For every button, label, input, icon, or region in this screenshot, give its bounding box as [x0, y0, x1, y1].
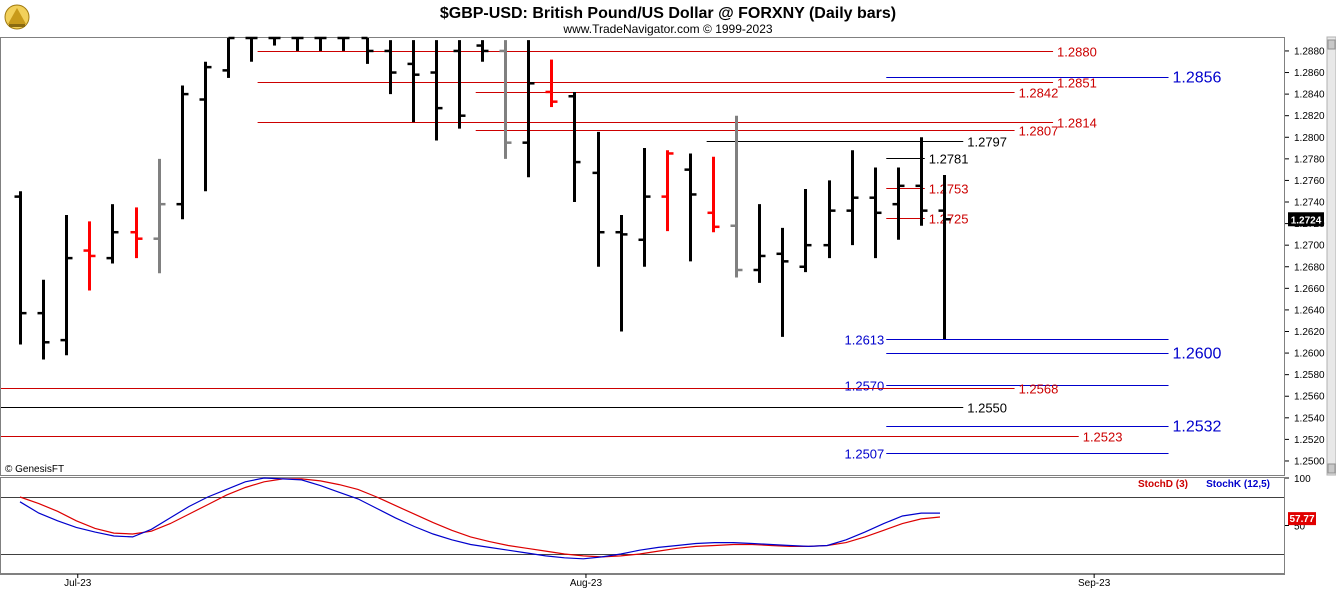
stoch-k-legend: StochK (12,5) — [1206, 479, 1270, 490]
level-label-15: 1.2532 — [1173, 419, 1222, 436]
price-tick-label-12: 1.2640 — [1294, 305, 1325, 316]
time-tick-label-2: Sep-23 — [1078, 578, 1111, 589]
price-tick-label-4: 1.2800 — [1294, 133, 1325, 144]
price-tick-label-2: 1.2840 — [1294, 90, 1325, 101]
price-tick-label-0: 1.2880 — [1294, 46, 1325, 57]
stoch-tick-label-0: 100 — [1294, 474, 1311, 485]
time-axis: Jul-23 Aug-23 Sep-23 — [64, 574, 1111, 589]
level-label-2: 1.2851 — [1057, 76, 1097, 91]
stochastic-indicator: 100 50 — [1, 474, 1311, 560]
stoch-last-value-badge: 57.77 — [1288, 512, 1316, 526]
level-label-7: 1.2781 — [929, 152, 969, 167]
level-label-5: 1.2807 — [1019, 124, 1059, 139]
stoch-d-legend: StochD (3) — [1138, 479, 1188, 490]
copyright-label: © GenesisFT — [5, 464, 64, 475]
price-tick-label-14: 1.2600 — [1294, 349, 1325, 360]
level-label-8: 1.2753 — [929, 182, 969, 197]
price-tick-label-9: 1.2700 — [1294, 241, 1325, 252]
level-label-17: 1.2507 — [845, 447, 885, 462]
level-label-0: 1.2880 — [1057, 45, 1097, 60]
time-tick-label-0: Jul-23 — [64, 578, 92, 589]
level-label-13: 1.2568 — [1019, 382, 1059, 397]
price-bars — [14, 36, 951, 360]
price-tick-label-7: 1.2740 — [1294, 198, 1325, 209]
stoch-last-value: 57.77 — [1289, 514, 1314, 525]
level-label-10: 1.2613 — [845, 333, 885, 348]
price-scrollbar-track[interactable] — [1326, 36, 1336, 476]
stochastic-panel-frame — [0, 477, 1285, 574]
chart-title: $GBP-USD: British Pound/US Dollar @ FORX… — [440, 5, 896, 22]
last-price-badge: 1.2724 — [1288, 212, 1324, 227]
price-tick-label-5: 1.2780 — [1294, 154, 1325, 165]
level-label-3: 1.2842 — [1019, 86, 1059, 101]
price-tick-label-15: 1.2580 — [1294, 370, 1325, 381]
scroll-down-button[interactable] — [1327, 463, 1336, 474]
price-tick-label-11: 1.2660 — [1294, 284, 1325, 295]
price-panel-frame — [0, 37, 1285, 476]
level-label-14: 1.2550 — [967, 401, 1007, 416]
price-tick-label-19: 1.2500 — [1294, 456, 1325, 467]
logo-icon — [4, 4, 30, 30]
price-tick-label-16: 1.2560 — [1294, 392, 1325, 403]
stoch-k-line — [19, 477, 940, 560]
price-scrollbar[interactable] — [1326, 36, 1336, 476]
price-tick-label-6: 1.2760 — [1294, 176, 1325, 187]
last-price-label: 1.2724 — [1291, 215, 1322, 226]
level-label-6: 1.2797 — [967, 135, 1007, 150]
level-label-1: 1.2856 — [1173, 70, 1222, 87]
scroll-up-button[interactable] — [1327, 39, 1336, 50]
chart-subtitle: www.TradeNavigator.com © 1999-2023 — [562, 22, 772, 36]
time-tick-label-1: Aug-23 — [570, 578, 603, 589]
price-tick-label-17: 1.2540 — [1294, 413, 1325, 424]
price-tick-label-18: 1.2520 — [1294, 435, 1325, 446]
price-tick-label-10: 1.2680 — [1294, 262, 1325, 273]
level-label-12: 1.2570 — [845, 379, 885, 394]
price-tick-label-13: 1.2620 — [1294, 327, 1325, 338]
price-tick-label-3: 1.2820 — [1294, 111, 1325, 122]
level-label-11: 1.2600 — [1173, 346, 1222, 363]
stoch-tick-label-1: 50 — [1294, 522, 1306, 533]
level-label-4: 1.2814 — [1057, 116, 1097, 131]
level-label-16: 1.2523 — [1083, 430, 1123, 445]
stoch-d-line — [19, 478, 941, 558]
price-tick-label-1: 1.2860 — [1294, 68, 1325, 79]
